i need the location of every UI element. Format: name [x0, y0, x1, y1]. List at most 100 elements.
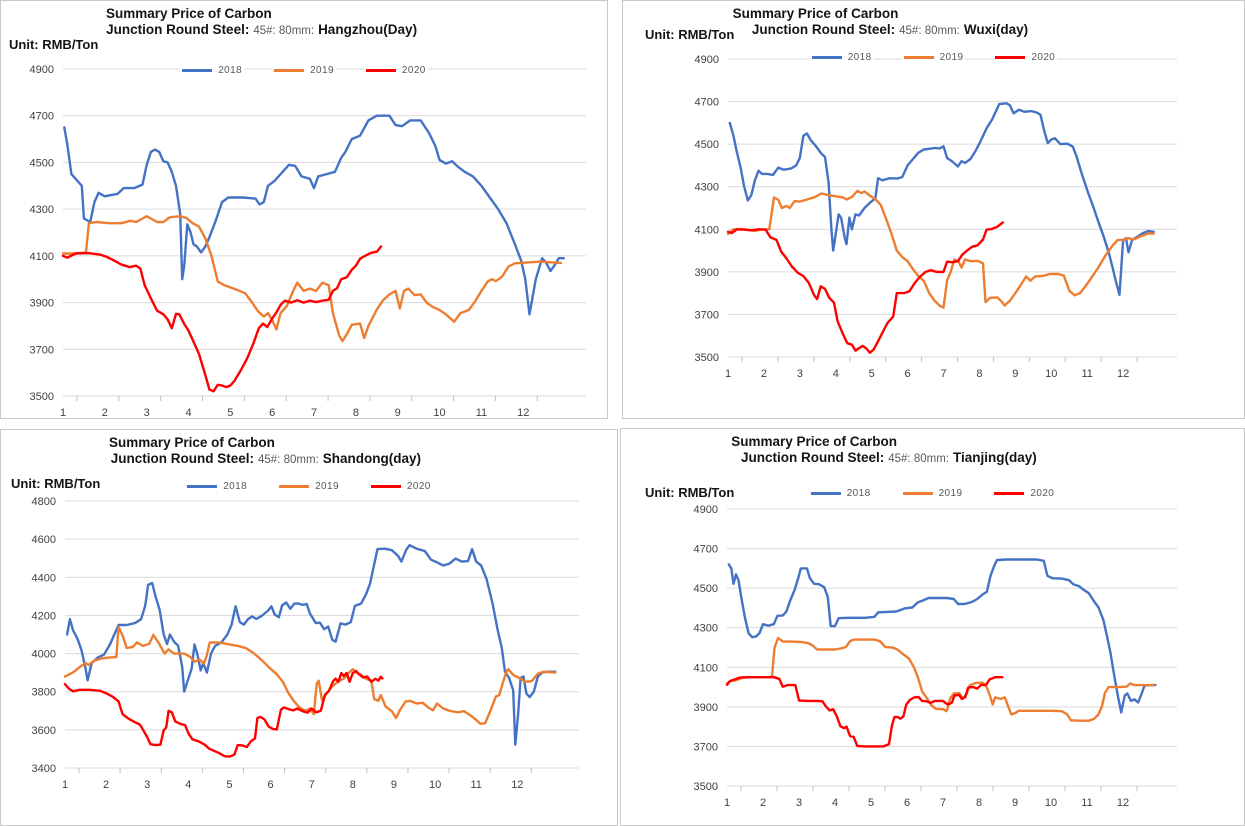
- svg-text:4500: 4500: [695, 139, 719, 151]
- svg-text:3500: 3500: [695, 352, 719, 364]
- legend-item-2020: 2020: [992, 487, 1057, 500]
- svg-text:2: 2: [760, 797, 766, 809]
- chart-title-steel-label: Junction Round Steel:: [751, 22, 896, 37]
- svg-text:4100: 4100: [30, 251, 54, 263]
- chart-panel-hangzhou: Summary Price of Carbon Junction Round S…: [0, 0, 608, 419]
- svg-text:4400: 4400: [32, 572, 56, 584]
- svg-text:6: 6: [269, 407, 275, 419]
- svg-text:6: 6: [905, 368, 911, 380]
- unit-label: Unit: RMB/Ton: [645, 27, 735, 42]
- svg-text:2: 2: [102, 407, 108, 419]
- chart-title-line1: Summary Price of Carbon: [109, 435, 275, 450]
- svg-text:3900: 3900: [694, 702, 718, 714]
- svg-text:4: 4: [832, 797, 838, 809]
- svg-text:1: 1: [60, 407, 66, 419]
- svg-text:4900: 4900: [694, 504, 718, 516]
- chart-title-steel-label: Junction Round Steel:: [110, 451, 254, 466]
- legend-swatch-2020: [370, 485, 401, 488]
- svg-text:5: 5: [227, 407, 233, 419]
- svg-text:11: 11: [1081, 797, 1092, 809]
- legend-label-2018: 2018: [847, 52, 872, 63]
- svg-text:3700: 3700: [694, 741, 718, 753]
- legend-label-2019: 2019: [938, 488, 963, 499]
- chart-title-line2: Junction Round Steel: 45#: 80mm: Tianjing(…: [621, 450, 1157, 467]
- svg-text:10: 10: [1045, 797, 1057, 809]
- legend-swatch-2020: [995, 56, 1026, 59]
- svg-text:4100: 4100: [694, 662, 718, 674]
- chart-panel-tianjing: Summary Price of Carbon Junction Round S…: [620, 428, 1245, 826]
- legend-label-2019: 2019: [315, 481, 339, 492]
- chart-title-city: Tianjing(day): [952, 450, 1037, 465]
- svg-text:3: 3: [144, 407, 150, 419]
- svg-text:3500: 3500: [30, 391, 54, 403]
- svg-text:4300: 4300: [30, 204, 54, 216]
- unit-label: Unit: RMB/Ton: [11, 476, 101, 491]
- legend-swatch-2018: [811, 56, 842, 59]
- chart-panel-wuxi: Summary Price of Carbon Junction Round S…: [622, 0, 1245, 419]
- legend-item-2019: 2019: [900, 487, 965, 500]
- svg-text:12: 12: [1117, 368, 1129, 380]
- svg-text:4000: 4000: [32, 649, 56, 661]
- legend-item-2018: 2018: [808, 487, 873, 500]
- svg-text:12: 12: [517, 407, 529, 419]
- legend-label-2018: 2018: [223, 481, 248, 492]
- svg-text:9: 9: [1012, 368, 1018, 380]
- svg-text:4900: 4900: [695, 55, 719, 66]
- legend-swatch-2018: [810, 492, 841, 495]
- legend-swatch-2018: [182, 69, 213, 72]
- svg-text:5: 5: [868, 797, 874, 809]
- svg-text:4: 4: [185, 779, 191, 791]
- svg-text:4: 4: [833, 368, 839, 380]
- svg-text:3900: 3900: [695, 267, 719, 279]
- svg-text:4700: 4700: [695, 97, 719, 109]
- legend-swatch-2019: [274, 69, 305, 72]
- svg-text:10: 10: [433, 407, 445, 419]
- svg-text:7: 7: [309, 779, 315, 791]
- legend-item-2019: 2019: [901, 51, 966, 64]
- svg-text:4300: 4300: [694, 623, 718, 635]
- legend-swatch-2020: [994, 492, 1025, 495]
- svg-text:6: 6: [904, 797, 910, 809]
- legend-label-2019: 2019: [310, 65, 334, 76]
- legend: 2018 2019 2020: [1, 64, 607, 77]
- chart-title-line1: Summary Price of Carbon: [105, 6, 272, 21]
- legend-label-2020: 2020: [1030, 488, 1055, 499]
- svg-text:12: 12: [511, 779, 523, 791]
- chart-title-line1: Summary Price of Carbon: [732, 6, 899, 21]
- unit-label: Unit: RMB/Ton: [9, 37, 99, 52]
- svg-text:8: 8: [350, 779, 356, 791]
- svg-text:3: 3: [144, 779, 150, 791]
- svg-text:4200: 4200: [32, 610, 56, 622]
- legend-item-2020: 2020: [993, 51, 1058, 64]
- svg-text:4900: 4900: [30, 64, 54, 76]
- legend-label-2020: 2020: [1031, 52, 1056, 63]
- svg-text:3: 3: [797, 368, 803, 380]
- svg-text:8: 8: [353, 407, 359, 419]
- chart-title-city: Wuxi(day): [963, 22, 1029, 37]
- legend-swatch-2020: [365, 69, 396, 72]
- svg-text:12: 12: [1117, 797, 1129, 809]
- chart-title-line2: Junction Round Steel: 45#: 80mm: Shandong(…: [1, 451, 531, 468]
- legend-item-2018: 2018: [809, 51, 874, 64]
- svg-text:1: 1: [724, 797, 730, 809]
- legend-item-2018: 2018: [180, 64, 245, 77]
- chart-title-line2: Junction Round Steel: 45#: 80mm: Wuxi(day): [623, 22, 1157, 39]
- svg-text:7: 7: [940, 797, 946, 809]
- svg-text:10: 10: [429, 779, 441, 791]
- svg-text:11: 11: [1081, 368, 1092, 380]
- legend-swatch-2019: [902, 492, 933, 495]
- legend-item-2020: 2020: [368, 480, 433, 493]
- svg-text:3700: 3700: [30, 344, 54, 356]
- chart-title-line2: Junction Round Steel: 45#: 80mm: Hangzhou(…: [1, 22, 522, 39]
- legend-item-2018: 2018: [185, 480, 250, 493]
- svg-text:3800: 3800: [32, 687, 56, 699]
- svg-text:1: 1: [62, 779, 68, 791]
- chart-title-spec: 45#: 80mm:: [888, 453, 949, 465]
- svg-text:1: 1: [725, 368, 731, 380]
- svg-text:2: 2: [761, 368, 767, 380]
- chart-title-city: Hangzhou(Day): [318, 22, 418, 37]
- chart-title-line1: Summary Price of Carbon: [731, 434, 898, 449]
- legend-swatch-2019: [903, 56, 934, 59]
